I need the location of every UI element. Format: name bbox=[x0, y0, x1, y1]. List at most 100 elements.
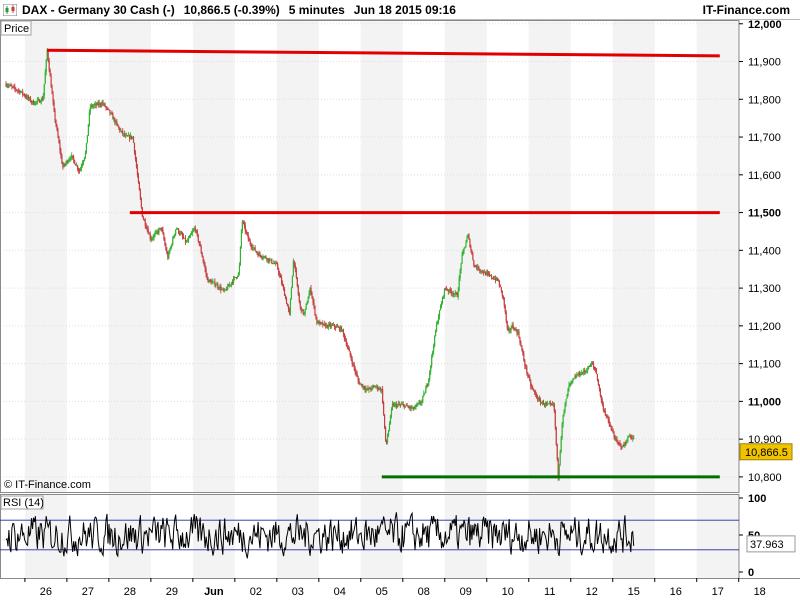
x-tick-label: 05 bbox=[376, 586, 388, 598]
candle bbox=[432, 350, 434, 358]
candle-body bbox=[485, 271, 487, 276]
candle bbox=[309, 287, 311, 296]
candle-body bbox=[495, 277, 498, 281]
candle-body bbox=[450, 291, 452, 294]
candle-body bbox=[523, 354, 525, 361]
candle bbox=[494, 275, 497, 284]
candle-body bbox=[177, 228, 179, 230]
candle-body bbox=[69, 158, 71, 161]
candle-body bbox=[155, 231, 157, 234]
candle-body bbox=[492, 278, 495, 280]
candle bbox=[633, 435, 635, 440]
candle-body bbox=[134, 152, 137, 160]
x-tick-label: 11 bbox=[544, 586, 555, 598]
candle bbox=[183, 237, 186, 239]
price-panel-frame bbox=[0, 20, 740, 493]
candle bbox=[18, 88, 20, 94]
candle bbox=[458, 275, 460, 292]
candle-body bbox=[543, 404, 546, 406]
candle-body bbox=[104, 103, 106, 107]
candle-body bbox=[500, 287, 502, 291]
candle-body bbox=[271, 259, 273, 264]
candle bbox=[595, 368, 598, 375]
candle-body bbox=[358, 380, 360, 385]
candle-body bbox=[268, 258, 270, 262]
candle-body bbox=[323, 323, 325, 326]
candle-body bbox=[509, 329, 511, 330]
candle bbox=[331, 323, 333, 329]
candle bbox=[318, 320, 320, 325]
candle bbox=[50, 73, 52, 88]
candle bbox=[617, 440, 619, 446]
candle-body bbox=[584, 370, 586, 372]
candle-body bbox=[111, 112, 113, 115]
candle-body bbox=[92, 105, 94, 107]
candle-body bbox=[192, 229, 194, 232]
candle bbox=[276, 260, 278, 265]
rsi-label-box bbox=[0, 495, 44, 510]
candle-body bbox=[116, 121, 118, 124]
candle bbox=[392, 402, 395, 407]
candle-body bbox=[524, 360, 526, 366]
candle bbox=[592, 361, 595, 370]
candle-body bbox=[173, 236, 175, 239]
candle bbox=[348, 346, 350, 352]
candle bbox=[284, 294, 287, 300]
candle bbox=[112, 112, 114, 120]
candle-body bbox=[601, 400, 603, 405]
candle bbox=[63, 162, 65, 168]
candle bbox=[166, 247, 168, 255]
candle bbox=[220, 283, 222, 294]
candle-body bbox=[212, 281, 214, 283]
candle bbox=[263, 256, 265, 259]
candle-body bbox=[568, 384, 570, 389]
candle bbox=[412, 406, 414, 411]
candle bbox=[414, 404, 416, 410]
candle-body bbox=[218, 287, 220, 289]
candle-body bbox=[77, 165, 79, 170]
candle bbox=[252, 244, 254, 252]
candle bbox=[75, 163, 77, 166]
candle-body bbox=[243, 222, 245, 226]
candle bbox=[442, 295, 445, 300]
candle bbox=[196, 228, 198, 237]
candle bbox=[26, 94, 29, 101]
candle bbox=[552, 401, 554, 407]
candle bbox=[100, 101, 102, 108]
candle bbox=[525, 364, 527, 370]
candle-body bbox=[432, 351, 434, 357]
candle bbox=[225, 289, 227, 291]
candle-body bbox=[569, 383, 571, 385]
candle-body bbox=[434, 335, 436, 347]
candle-body bbox=[220, 286, 222, 290]
candle bbox=[520, 340, 522, 347]
candle-body bbox=[382, 389, 384, 403]
candle-body bbox=[506, 320, 508, 328]
candle-body bbox=[12, 86, 14, 88]
candle bbox=[251, 243, 253, 251]
candle-body bbox=[394, 404, 396, 405]
candle-body bbox=[333, 324, 336, 327]
candle-body bbox=[435, 330, 437, 336]
candle-body bbox=[127, 135, 129, 137]
candle-body bbox=[197, 234, 199, 242]
candle bbox=[556, 443, 558, 461]
candle bbox=[373, 384, 375, 389]
candle-body bbox=[468, 234, 470, 240]
candle-body bbox=[452, 293, 454, 295]
candle bbox=[421, 399, 423, 407]
candle bbox=[543, 403, 546, 408]
candle bbox=[209, 279, 211, 282]
candle-body bbox=[493, 278, 496, 280]
candle-body bbox=[105, 106, 107, 108]
candle-body bbox=[57, 130, 59, 138]
candle-body bbox=[101, 102, 103, 105]
candle bbox=[596, 373, 599, 382]
candle-body bbox=[364, 388, 366, 390]
candle-body bbox=[27, 96, 30, 99]
candle bbox=[89, 104, 91, 116]
candle bbox=[560, 435, 562, 454]
candle-body bbox=[67, 160, 69, 163]
candle bbox=[179, 230, 181, 236]
x-tick-label: 12 bbox=[586, 586, 598, 598]
